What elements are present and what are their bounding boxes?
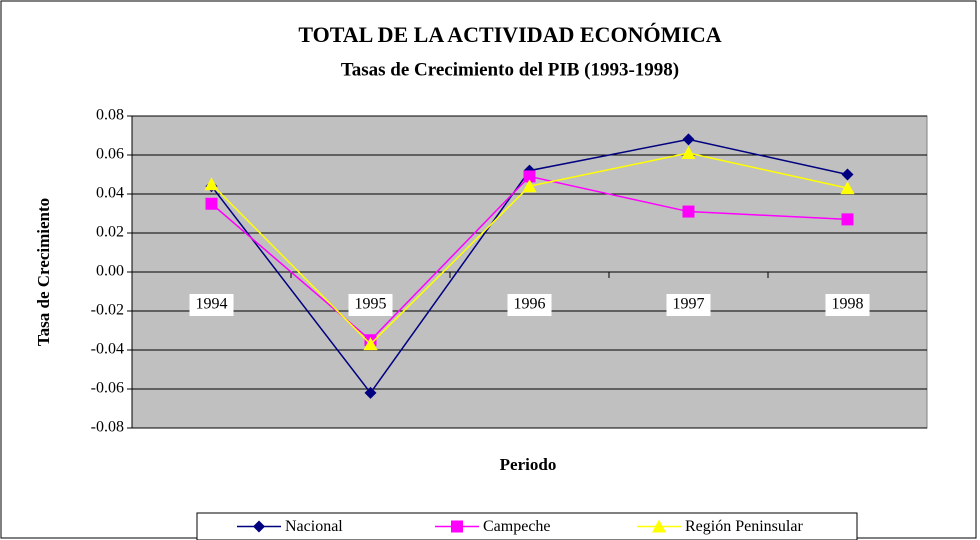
marker <box>522 179 537 193</box>
marker <box>841 168 854 181</box>
x-tick-label-bg <box>507 294 552 316</box>
x-tick-label-bg <box>348 294 393 316</box>
y-tick-label: 0.02 <box>96 224 124 241</box>
marker <box>363 337 378 351</box>
x-tick-label-bg <box>189 294 234 316</box>
marker <box>205 197 218 210</box>
marker <box>840 181 855 195</box>
legend-marker <box>253 520 265 533</box>
x-tick-label: 1997 <box>673 296 705 313</box>
legend-label: Nacional <box>285 518 343 535</box>
y-tick-label: -0.06 <box>91 380 124 397</box>
legend-marker <box>451 520 463 533</box>
marker <box>652 519 666 533</box>
marker <box>364 386 377 399</box>
x-axis-title: Periodo <box>500 455 557 474</box>
y-axis-title: Tasa de Crecimiento <box>34 198 53 346</box>
marker <box>682 133 695 146</box>
marker <box>841 213 854 226</box>
chart-title: TOTAL DE LA ACTIVIDAD ECONÓMICA <box>298 22 721 47</box>
x-tick-label: 1995 <box>355 296 387 313</box>
y-tick-label: 0.04 <box>96 185 124 202</box>
legend-label: Campeche <box>483 518 551 535</box>
x-tick-label: 1994 <box>196 296 228 313</box>
marker <box>682 205 695 218</box>
y-tick-label: 0.00 <box>96 263 124 280</box>
x-tick-label-bg <box>825 294 870 316</box>
x-tick-label-bg <box>666 294 711 316</box>
legend-label: Región Peninsular <box>685 518 803 535</box>
legend-box <box>196 512 858 540</box>
y-tick-label: -0.04 <box>91 341 124 358</box>
legend-marker <box>652 519 666 533</box>
y-tick-label: 0.06 <box>96 146 124 163</box>
y-tick-label: -0.08 <box>91 419 124 436</box>
marker <box>451 520 463 533</box>
x-tick-label: 1998 <box>832 296 864 313</box>
x-tick-label: 1996 <box>514 296 546 313</box>
marker <box>253 520 265 533</box>
marker <box>204 177 219 191</box>
y-tick-label: 0.08 <box>96 107 124 124</box>
marker <box>681 146 696 160</box>
chart-subtitle: Tasas de Crecimiento del PIB (1993-1998) <box>341 59 679 80</box>
marker <box>523 170 536 183</box>
y-tick-label: -0.02 <box>91 302 124 319</box>
